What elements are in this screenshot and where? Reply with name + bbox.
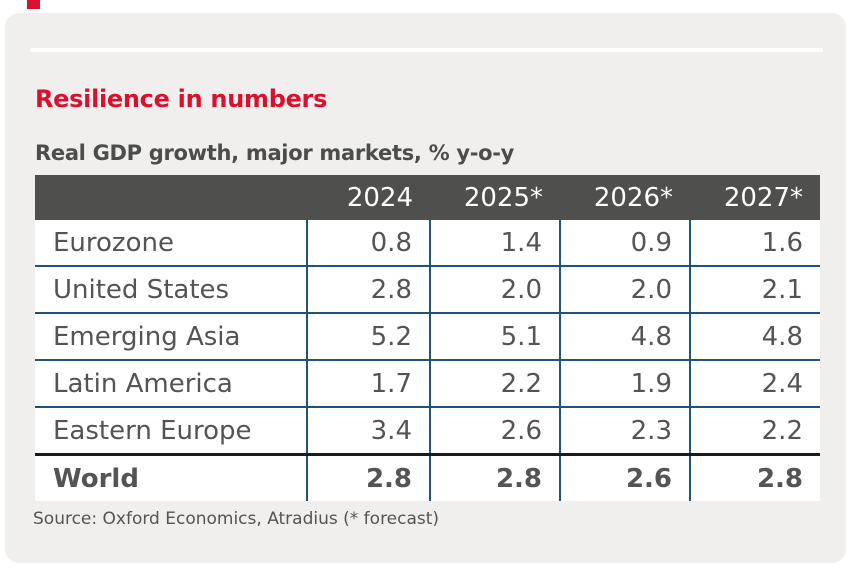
table-title: Real GDP growth, major markets, % y-o-y bbox=[35, 141, 515, 165]
table-row: Eastern Europe 3.4 2.6 2.3 2.2 bbox=[35, 406, 820, 455]
section-title: Resilience in numbers bbox=[35, 85, 328, 113]
header-cell-empty bbox=[35, 175, 307, 220]
value-cell: 2.8 bbox=[306, 265, 430, 313]
value-cell: 1.4 bbox=[429, 220, 560, 266]
row-label: Latin America bbox=[35, 359, 307, 407]
report-panel: Resilience in numbers Real GDP growth, m… bbox=[5, 13, 846, 563]
value-cell: 1.6 bbox=[689, 220, 820, 266]
header-cell-year: 2024 bbox=[307, 175, 430, 220]
table-header-row: 2024 2025* 2026* 2027* bbox=[35, 175, 820, 220]
value-cell: 4.8 bbox=[559, 312, 690, 360]
row-label: Eastern Europe bbox=[35, 406, 307, 455]
value-cell: 3.4 bbox=[306, 406, 430, 455]
value-cell: 4.8 bbox=[689, 312, 820, 360]
value-cell: 2.3 bbox=[559, 406, 690, 455]
value-cell: 1.7 bbox=[306, 359, 430, 407]
gdp-growth-table: 2024 2025* 2026* 2027* Eurozone 0.8 1.4 0.9 1.6… bbox=[35, 175, 820, 501]
row-label: World bbox=[35, 453, 307, 501]
value-cell: 2.4 bbox=[689, 359, 820, 407]
value-cell: 0.9 bbox=[559, 220, 690, 266]
value-cell: 2.8 bbox=[429, 453, 560, 501]
row-label: United States bbox=[35, 265, 307, 313]
value-cell: 5.2 bbox=[306, 312, 430, 360]
header-cell-year: 2026* bbox=[560, 175, 690, 220]
table-row: United States 2.8 2.0 2.0 2.1 bbox=[35, 265, 820, 313]
value-cell: 1.9 bbox=[559, 359, 690, 407]
value-cell: 2.8 bbox=[306, 453, 430, 501]
header-cell-year: 2027* bbox=[690, 175, 820, 220]
value-cell: 2.2 bbox=[689, 406, 820, 455]
value-cell: 2.0 bbox=[559, 265, 690, 313]
value-cell: 5.1 bbox=[429, 312, 560, 360]
row-label: Emerging Asia bbox=[35, 312, 307, 360]
row-label: Eurozone bbox=[35, 220, 307, 266]
source-note: Source: Oxford Economics, Atradius (* fo… bbox=[33, 509, 440, 529]
table-row: Emerging Asia 5.2 5.1 4.8 4.8 bbox=[35, 312, 820, 360]
value-cell: 2.6 bbox=[429, 406, 560, 455]
table-row: Latin America 1.7 2.2 1.9 2.4 bbox=[35, 359, 820, 407]
value-cell: 2.8 bbox=[689, 453, 820, 501]
value-cell: 2.1 bbox=[689, 265, 820, 313]
table-row: Eurozone 0.8 1.4 0.9 1.6 bbox=[35, 220, 820, 266]
table-row: World 2.8 2.8 2.6 2.8 bbox=[35, 453, 820, 501]
divider-line bbox=[30, 48, 823, 52]
value-cell: 2.2 bbox=[429, 359, 560, 407]
header-cell-year: 2025* bbox=[430, 175, 560, 220]
value-cell: 2.0 bbox=[429, 265, 560, 313]
red-corner-marker bbox=[27, 0, 40, 9]
value-cell: 2.6 bbox=[559, 453, 690, 501]
value-cell: 0.8 bbox=[306, 220, 430, 266]
